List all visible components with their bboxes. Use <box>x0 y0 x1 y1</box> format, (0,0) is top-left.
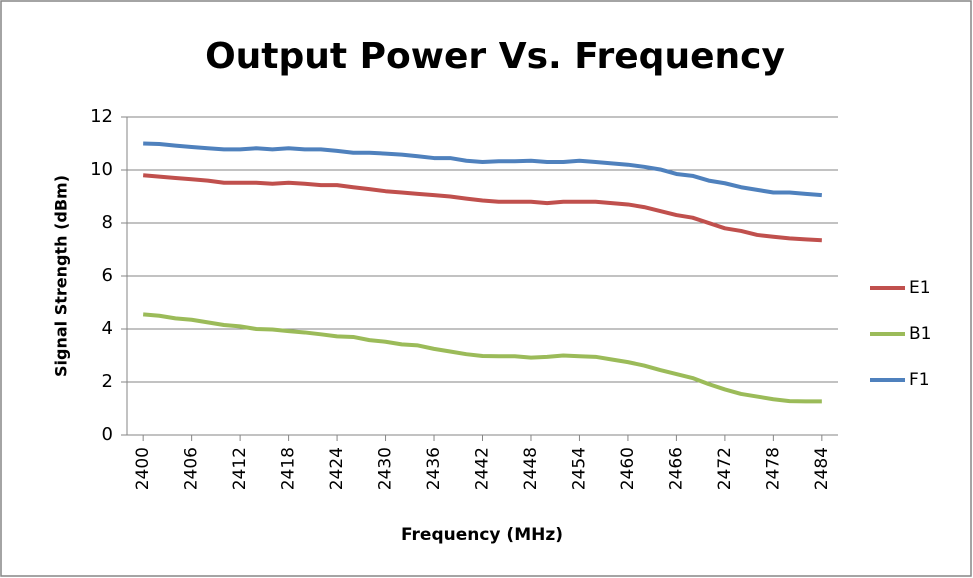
x-tick-label: 2472 <box>715 447 735 490</box>
chart-title: Output Power Vs. Frequency <box>205 36 785 77</box>
y-tick-label: 6 <box>102 265 113 286</box>
x-tick-label: 2442 <box>473 447 493 490</box>
x-tick-label: 2430 <box>376 447 396 490</box>
y-tick-label: 4 <box>102 318 113 339</box>
x-tick-label: 2412 <box>230 447 250 490</box>
x-tick-label: 2424 <box>327 447 347 490</box>
x-tick-label: 2436 <box>424 447 444 490</box>
x-tick-label: 2406 <box>182 447 202 490</box>
y-tick-label: 8 <box>102 212 113 233</box>
legend-label: F1 <box>909 370 930 390</box>
y-tick-label: 0 <box>102 424 113 445</box>
legend-label: B1 <box>909 324 931 344</box>
x-tick-label: 2448 <box>521 447 541 490</box>
y-tick-label: 12 <box>90 106 113 127</box>
data-line <box>142 312 822 404</box>
legend-label: E1 <box>909 278 931 298</box>
data-line <box>143 141 823 198</box>
x-tick-label: 2418 <box>279 447 299 490</box>
x-tick-label: 2466 <box>666 447 686 490</box>
x-tick-label: 2484 <box>812 447 832 490</box>
y-tick-label: 10 <box>90 159 113 180</box>
x-tick-label: 2460 <box>618 447 638 490</box>
x-tick-label: 2400 <box>133 447 153 490</box>
y-axis-label: Signal Strength (dBm) <box>52 175 71 377</box>
y-tick-label: 2 <box>102 371 113 392</box>
x-tick-label: 2478 <box>763 447 783 490</box>
x-axis-label: Frequency (MHz) <box>401 525 563 545</box>
x-tick-label: 2454 <box>569 447 589 490</box>
data-line <box>142 173 822 243</box>
